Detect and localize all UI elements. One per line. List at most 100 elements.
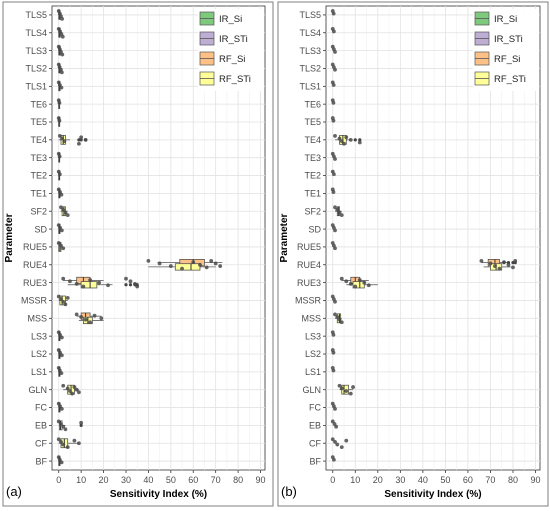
data-point bbox=[79, 135, 84, 140]
data-point bbox=[60, 34, 65, 39]
data-point bbox=[333, 50, 337, 54]
data-point bbox=[60, 52, 65, 57]
box-mss-rf-sti bbox=[78, 316, 104, 325]
data-point bbox=[513, 258, 518, 263]
data-point bbox=[56, 294, 61, 299]
data-point bbox=[65, 445, 70, 450]
data-point bbox=[337, 210, 342, 215]
y-tick-label: RUE3 bbox=[23, 278, 47, 288]
data-point bbox=[133, 282, 137, 286]
y-tick-label: BF bbox=[309, 456, 321, 466]
data-point bbox=[337, 383, 342, 388]
outlier-point bbox=[79, 138, 83, 142]
data-point bbox=[61, 246, 66, 251]
legend-key-rf-si: RF_Si bbox=[199, 51, 245, 66]
data-point bbox=[506, 262, 511, 267]
box-body bbox=[174, 263, 201, 271]
data-point bbox=[72, 385, 77, 389]
y-tick-label: SF2 bbox=[30, 206, 47, 216]
y-tick-label: RUE5 bbox=[297, 242, 321, 252]
x-tick-label: 50 bbox=[440, 475, 450, 485]
box-body bbox=[80, 281, 98, 289]
data-point bbox=[344, 279, 349, 284]
panel-label: (b) bbox=[281, 484, 297, 499]
y-tick-label: GLN bbox=[302, 385, 321, 395]
y-tick-label: RUE4 bbox=[297, 260, 321, 270]
data-point bbox=[339, 139, 344, 144]
y-tick-label: CF bbox=[35, 438, 47, 448]
data-point bbox=[335, 208, 340, 212]
data-point bbox=[335, 442, 340, 447]
data-point bbox=[59, 353, 64, 358]
data-point bbox=[59, 406, 64, 411]
data-point bbox=[59, 85, 64, 90]
data-point bbox=[62, 139, 67, 144]
data-point bbox=[61, 299, 66, 304]
data-point bbox=[65, 295, 70, 300]
data-point bbox=[60, 16, 64, 21]
data-point bbox=[59, 297, 63, 302]
data-point bbox=[74, 282, 79, 286]
x-tick-label: 90 bbox=[256, 475, 266, 485]
data-point bbox=[57, 118, 62, 123]
data-point bbox=[333, 134, 337, 138]
data-point bbox=[344, 438, 349, 443]
data-point bbox=[334, 424, 339, 429]
data-point bbox=[63, 427, 68, 432]
y-tick-label: MSS bbox=[27, 314, 47, 324]
data-point bbox=[344, 135, 349, 140]
data-point bbox=[77, 141, 81, 146]
data-point bbox=[333, 228, 337, 233]
data-point bbox=[128, 279, 133, 284]
data-point bbox=[357, 278, 362, 282]
y-tick-label: TE3 bbox=[304, 153, 321, 163]
data-point bbox=[92, 313, 97, 318]
data-point bbox=[59, 440, 63, 444]
data-point bbox=[333, 67, 337, 72]
x-axis-title: Sensitivity Index (%) bbox=[110, 489, 207, 500]
y-tick-label: LS3 bbox=[31, 331, 47, 341]
data-point bbox=[497, 266, 502, 271]
data-point bbox=[348, 391, 353, 396]
data-point bbox=[146, 258, 151, 263]
data-point bbox=[74, 312, 79, 317]
y-tick-label: SD bbox=[308, 224, 321, 234]
x-tick-label: 60 bbox=[463, 475, 473, 485]
legend-key-ir-si: IR_Si bbox=[474, 11, 517, 26]
chart-panel-a: 0 10 20 30 40 50 60 70 80 90 TLS5 TLS4 TLS3 TLS2 TLS1 T… bbox=[2, 1, 274, 507]
legend-label: RF_STi bbox=[219, 74, 251, 85]
x-tick-label: 30 bbox=[121, 475, 131, 485]
data-point bbox=[63, 210, 68, 215]
y-tick-label: TE5 bbox=[30, 117, 47, 127]
data-point bbox=[106, 283, 110, 288]
x-tick-label: 30 bbox=[395, 475, 405, 485]
data-point bbox=[57, 172, 62, 177]
x-axis-title: Sensitivity Index (%) bbox=[384, 489, 481, 500]
y-tick-label: SF2 bbox=[304, 206, 321, 216]
data-point bbox=[59, 70, 64, 75]
data-point bbox=[65, 386, 70, 391]
data-point bbox=[339, 320, 344, 325]
data-point bbox=[213, 261, 218, 266]
outlier-point bbox=[77, 138, 81, 142]
y-tick-label: TE6 bbox=[30, 99, 47, 109]
data-point bbox=[493, 264, 497, 268]
legend-label: IR_Si bbox=[219, 14, 242, 25]
y-tick-label: TE3 bbox=[30, 153, 47, 163]
y-tick-label: TE6 bbox=[304, 99, 321, 109]
data-point bbox=[348, 282, 353, 286]
y-tick-label: LS2 bbox=[305, 349, 321, 359]
data-point bbox=[59, 422, 63, 426]
y-tick-label: MSS bbox=[301, 314, 321, 324]
data-point bbox=[366, 283, 371, 288]
data-point bbox=[157, 261, 162, 266]
x-tick-label: 0 bbox=[56, 475, 61, 485]
legend-label: RF_STi bbox=[494, 74, 526, 85]
y-tick-label: LS1 bbox=[31, 367, 47, 377]
y-tick-label: TLS2 bbox=[25, 64, 47, 74]
legend: IR_Si IR_STi RF_Si RF_STi bbox=[198, 9, 264, 91]
y-tick-label: TE1 bbox=[30, 189, 47, 199]
data-point bbox=[333, 246, 337, 251]
data-point bbox=[357, 140, 362, 145]
data-point bbox=[68, 389, 72, 393]
